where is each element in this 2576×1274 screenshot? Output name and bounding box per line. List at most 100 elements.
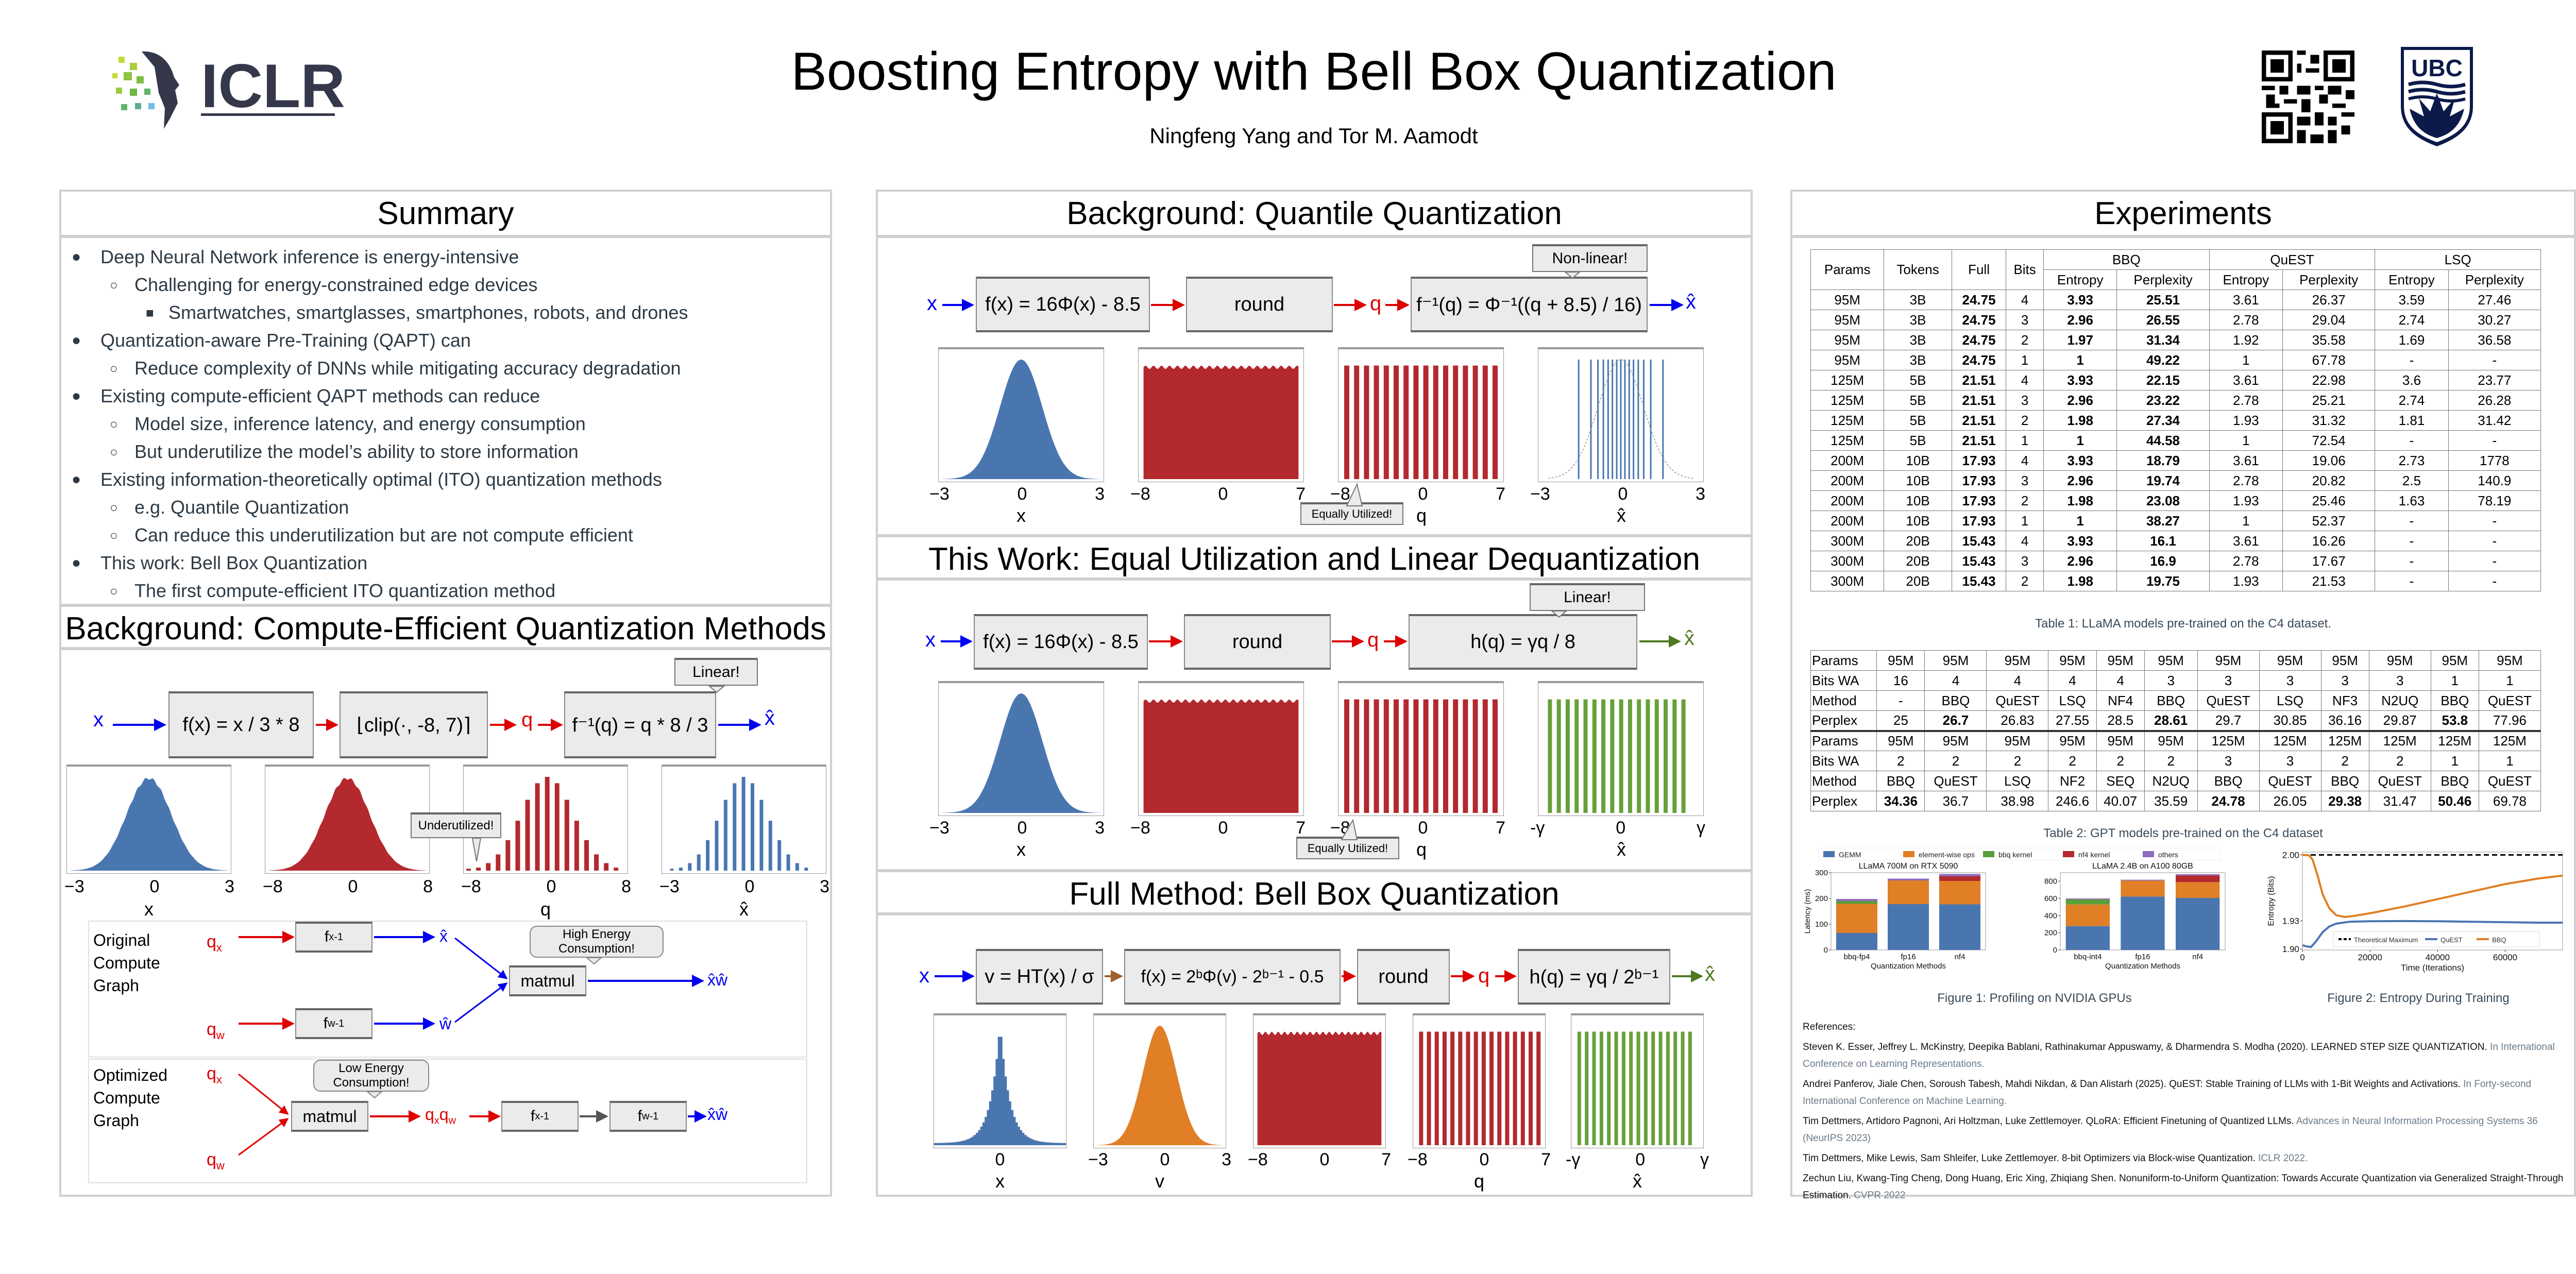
- x-tick-label: 0: [2300, 953, 2304, 962]
- table1-cell: 125M: [1810, 410, 1885, 431]
- hist-bar: [759, 800, 764, 871]
- reference-venue-link[interactable]: CVPR 2022: [1854, 1190, 1906, 1201]
- table2-cell: 95M: [2048, 650, 2097, 671]
- hist-area: [1143, 365, 1299, 479]
- y-axis-label: Latency (ms): [1803, 889, 1812, 934]
- table1-row: 125M 5B 21.51 2 1.98 27.34 1.93 31.32 1.81 31.42: [1810, 410, 2541, 431]
- non-linear-callout: Non-linear!: [1532, 244, 1648, 272]
- quantile-level-line: [1633, 360, 1635, 479]
- hist-bar: [486, 863, 491, 871]
- tw-hist-xhat: [1538, 681, 1704, 816]
- table1-cell: 200M: [1810, 450, 1885, 471]
- y-tick-label: 800: [2044, 877, 2057, 886]
- summary-bullet-item: ○ e.g. Quantile Quantization: [69, 494, 688, 521]
- table2-cell: 95M: [1876, 731, 1925, 751]
- left-column-panel: Summary ● Deep Neural Network inference i…: [59, 190, 832, 1197]
- summary-bullet-item: ○ But underutilize the model’s ability to…: [69, 438, 688, 466]
- tw-xlabel-xhat: x̂: [1617, 839, 1626, 860]
- hist-bar: [1344, 699, 1349, 813]
- fm-hadamard-box: v = HT(x) / σ: [976, 949, 1103, 1005]
- table2-row-label: Method: [1810, 690, 1877, 711]
- table1-cell: 16.9: [2116, 551, 2210, 571]
- q-flow-output-xhat: x̂: [1686, 291, 1696, 313]
- table1-cell: 125M: [1810, 390, 1885, 411]
- hist-bar: [723, 800, 727, 871]
- th-lsq-entropy: Entropy: [2375, 269, 2449, 290]
- hist-bar: [1354, 365, 1360, 479]
- hist-bar: [768, 821, 772, 871]
- full-method-heading: Full Method: Bell Box Quantization: [878, 869, 1751, 915]
- bar-segment-others: [2065, 898, 2110, 899]
- table2-cell: 95M: [2096, 731, 2145, 751]
- table2-cell: 3: [2368, 670, 2431, 691]
- hist-bar: [993, 1076, 996, 1145]
- plot-frame: [2302, 852, 2563, 950]
- quantile-level-line: [1662, 360, 1664, 479]
- reference-venue-link[interactable]: In Forty-second International Conference…: [1803, 1079, 2532, 1107]
- reference-venue-link[interactable]: Advances in Neural Information Processin…: [1803, 1116, 2538, 1144]
- fm-flow-input-x: x: [919, 964, 929, 987]
- bar-segment-GEMM: [1939, 904, 1980, 950]
- table1-cell: -: [2448, 350, 2541, 370]
- table2-cell: 29.7: [2197, 710, 2260, 731]
- tw-hist-uniform: [1138, 681, 1304, 816]
- th-group-bbq: BBQ: [2043, 249, 2210, 270]
- hist-bar: [1423, 365, 1429, 479]
- q-cdf-box: f(x) = 16Φ(x) - 8.5: [976, 277, 1150, 332]
- y-tick-label: 1.90: [2282, 944, 2299, 954]
- table2-cell: 69.78: [2478, 791, 2541, 811]
- hist-bar: [1664, 699, 1668, 813]
- flow-output-xhat: x̂: [765, 707, 775, 729]
- table1-cell: 17.93: [1951, 470, 2007, 491]
- fm-xlabel-x: x: [995, 1170, 1005, 1192]
- table2-cell: 2: [2144, 751, 2198, 771]
- table1-cell: 15.43: [1951, 531, 2007, 551]
- table1-cell: -: [2448, 551, 2541, 571]
- table2-cell: 25: [1876, 710, 1925, 731]
- dequant-function-box: f⁻¹(q) = q * 8 / 3: [564, 691, 716, 758]
- table2-cell: BBQ: [2197, 771, 2260, 791]
- hist-bar: [1035, 1141, 1038, 1145]
- bullet-icon: ●: [72, 471, 81, 488]
- hist-bar: [1383, 699, 1389, 813]
- table1-cell: 10B: [1884, 511, 1952, 531]
- table1-cell: 95M: [1810, 290, 1885, 310]
- hist-bar: [688, 863, 692, 871]
- hist-bar: [1434, 1031, 1439, 1145]
- table2-cell: 26.83: [1986, 710, 2049, 731]
- hist-bar: [574, 821, 579, 871]
- table1-cell: 300M: [1810, 551, 1885, 571]
- table1-cell: 15.43: [1951, 551, 2007, 571]
- hist-bar: [938, 1143, 941, 1145]
- hist-bar: [1646, 699, 1650, 813]
- hist-bar: [1354, 699, 1360, 813]
- table1-cell: 5B: [1884, 430, 1952, 451]
- hist-bar: [960, 1141, 963, 1145]
- table2-cell: 27.55: [2048, 710, 2097, 731]
- fm-flow-q: q: [1478, 964, 1490, 987]
- tw-round-box: round: [1184, 614, 1331, 670]
- table2-cell: 34.36: [1876, 791, 1925, 811]
- table1-cell: 5B: [1884, 370, 1952, 390]
- hist-bar: [978, 1130, 981, 1145]
- hist-bar: [564, 800, 569, 871]
- reference-venue-link[interactable]: ICLR 2022.: [2258, 1153, 2308, 1164]
- reference-venue-link[interactable]: In International Conference on Learning …: [1803, 1042, 2555, 1069]
- hist-bar: [1394, 365, 1399, 479]
- bar-segment-element-wise-ops: [1836, 904, 1877, 933]
- hist-bar: [496, 854, 501, 871]
- hist-bar: [1643, 1031, 1648, 1145]
- qr-code-icon[interactable]: [2262, 50, 2354, 143]
- hist-bar: [1427, 1031, 1431, 1145]
- table2-cell: 95M: [2320, 650, 2369, 671]
- table1-row: 125M 5B 21.51 1 1 44.58 1 72.54- -: [1810, 430, 2541, 451]
- tw-xlabel-q: q: [1416, 839, 1427, 860]
- hist-bar: [741, 777, 745, 871]
- quantile-level-line: [1602, 360, 1604, 479]
- table1-cell: 4: [2006, 450, 2044, 471]
- x-tick-label: bbq-fp4: [1844, 953, 1870, 961]
- table1-cell: 1.93: [2209, 410, 2283, 431]
- hist-bar: [1472, 365, 1478, 479]
- th-lsq-perplexity: Perplexity: [2448, 269, 2541, 290]
- hist-bar: [1482, 365, 1488, 479]
